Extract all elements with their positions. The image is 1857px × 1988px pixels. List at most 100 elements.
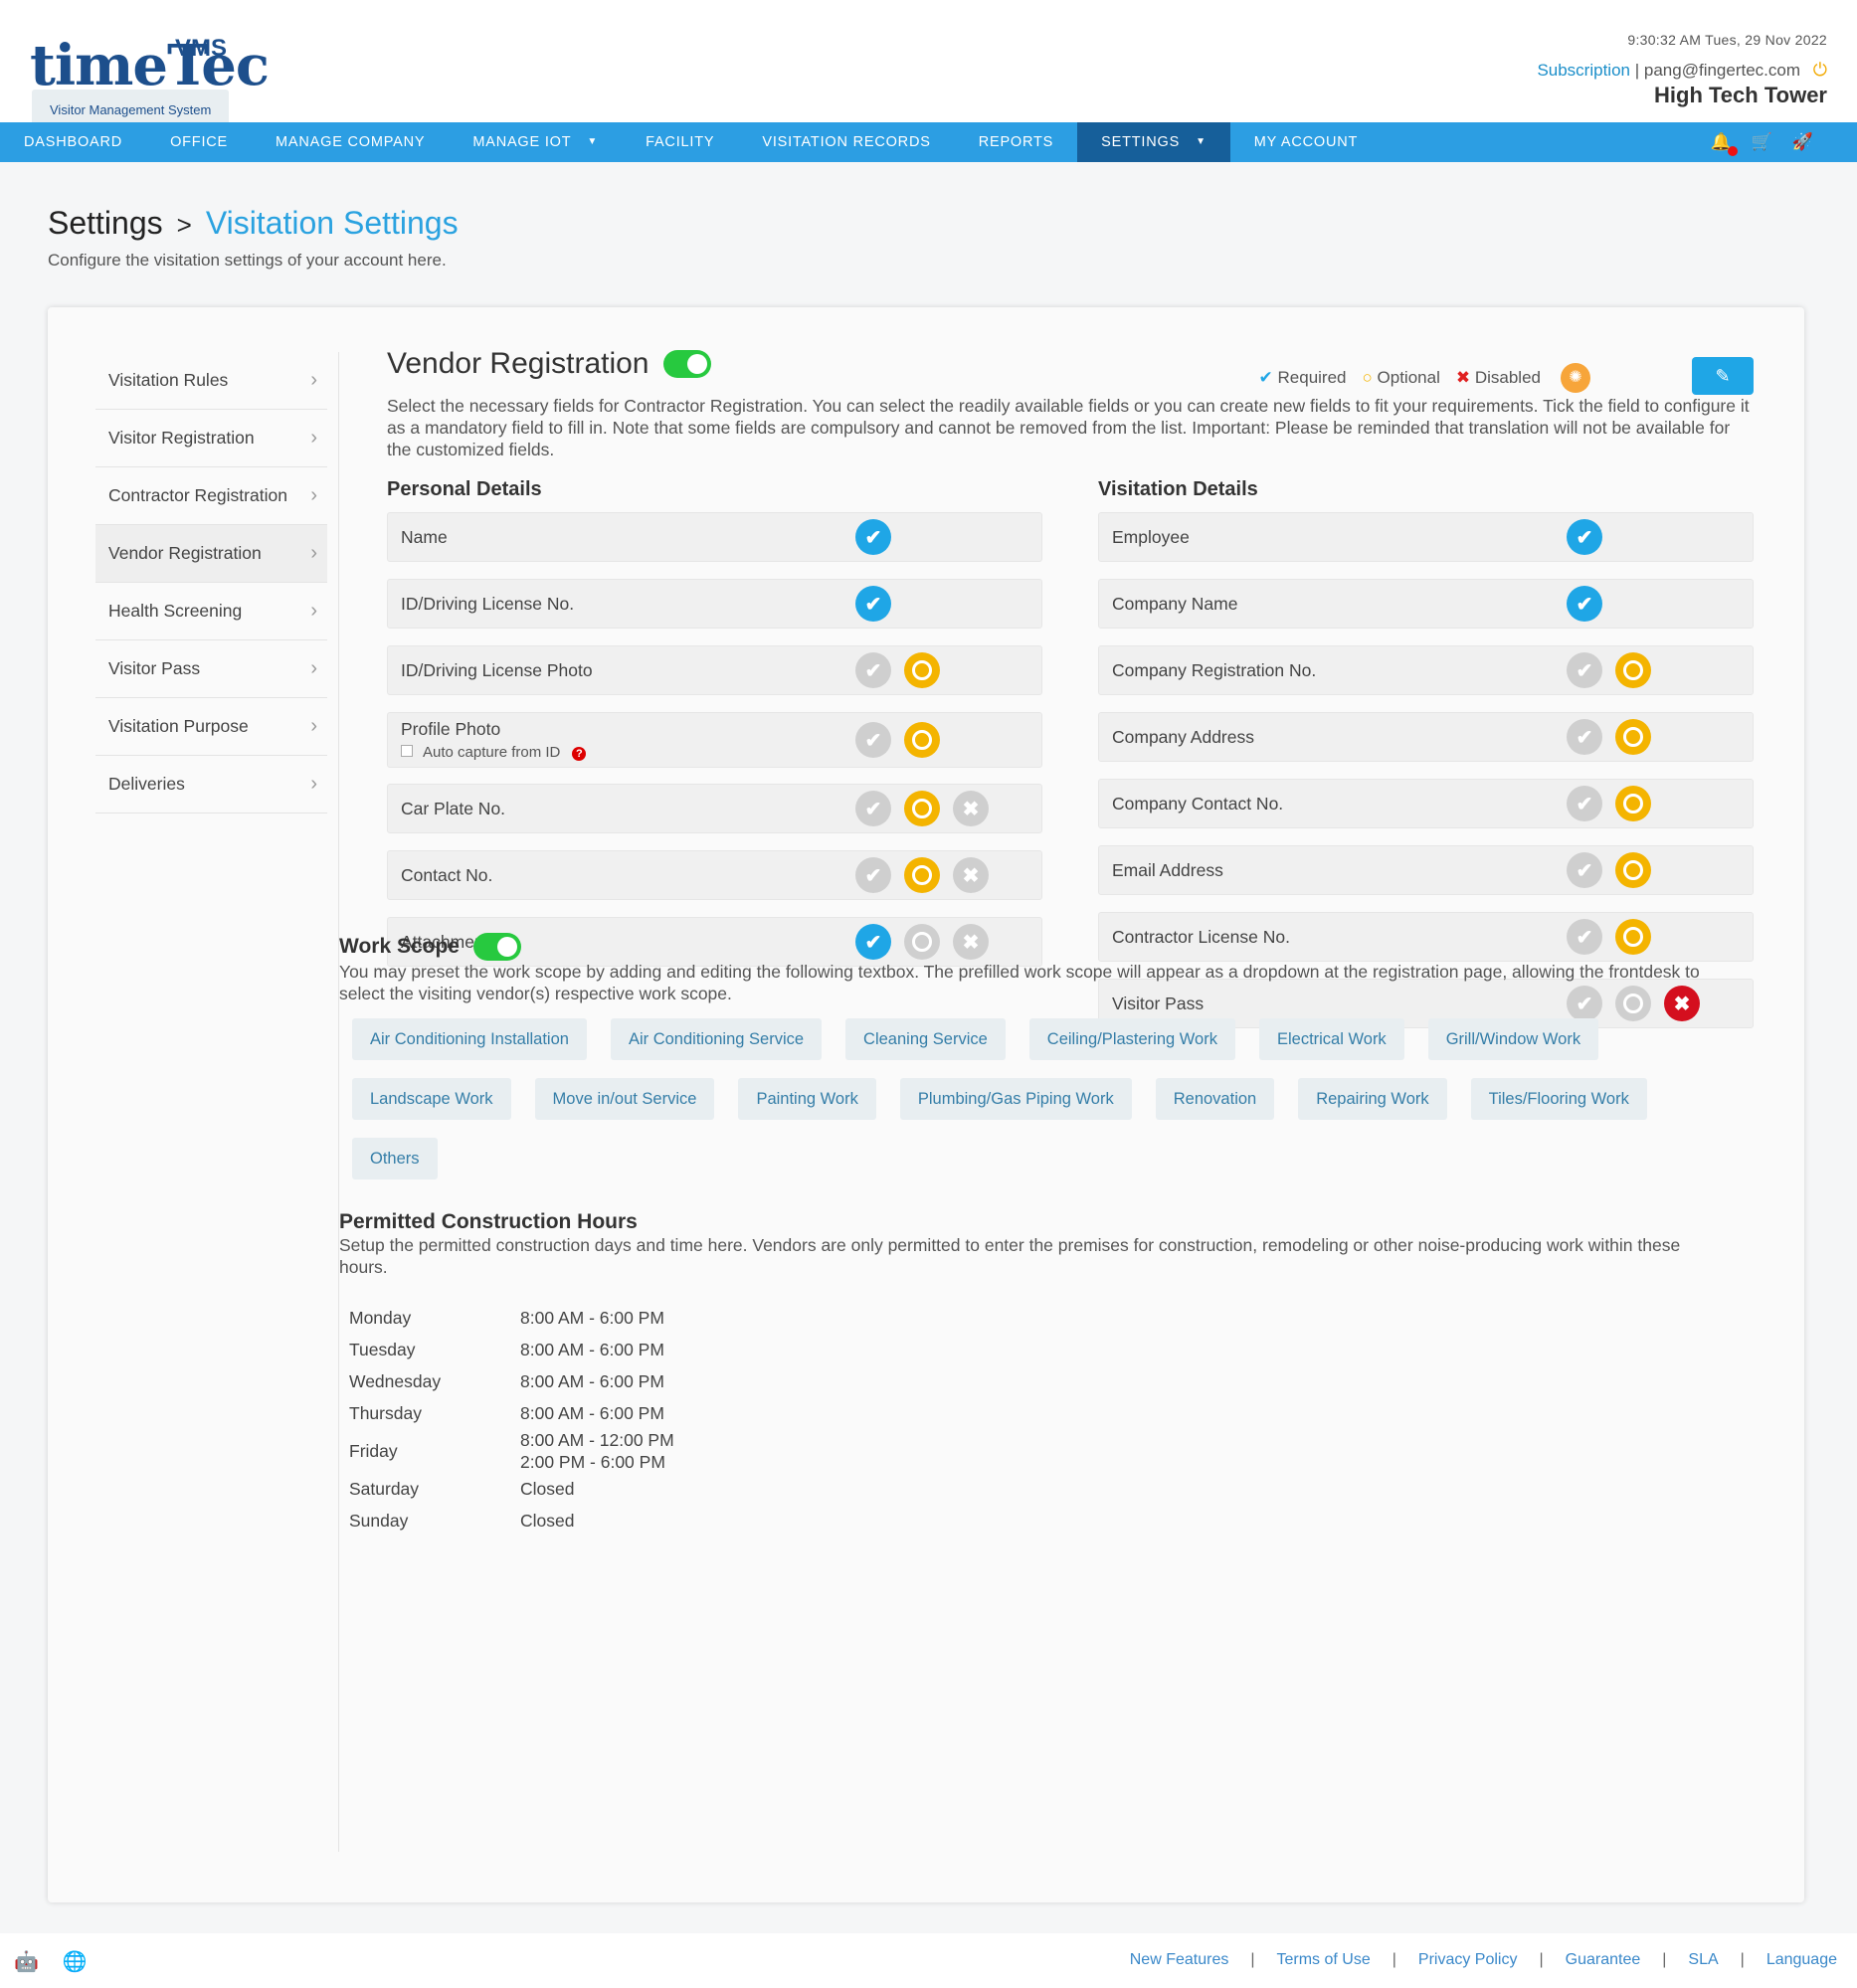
required-check-icon[interactable]: ✔ bbox=[1567, 786, 1602, 821]
nav-office[interactable]: OFFICE bbox=[170, 134, 229, 150]
lightbulb-icon[interactable]: ✺ bbox=[1561, 363, 1590, 393]
field-state-options: ✔ bbox=[1567, 919, 1651, 955]
optional-circle-icon[interactable] bbox=[904, 722, 940, 758]
required-check-icon[interactable]: ✔ bbox=[1567, 852, 1602, 888]
footer-links: New Features | Terms of Use | Privacy Policy… bbox=[1130, 1951, 1837, 1969]
vendor-registration-toggle[interactable] bbox=[662, 350, 711, 378]
required-check-icon[interactable]: ✔ bbox=[1567, 919, 1602, 955]
optional-circle-icon[interactable] bbox=[1615, 919, 1651, 955]
required-check-icon[interactable]: ✔ bbox=[855, 652, 891, 688]
section-description: Select the necessary fields for Contract… bbox=[387, 396, 1750, 459]
optional-circle-icon[interactable] bbox=[1615, 986, 1651, 1021]
required-check-icon[interactable]: ✔ bbox=[855, 791, 891, 826]
disabled-cross-icon[interactable]: ✖ bbox=[953, 924, 989, 960]
nav-dashboard[interactable]: DASHBOARD bbox=[24, 134, 123, 150]
disabled-cross-icon[interactable]: ✖ bbox=[1664, 986, 1700, 1021]
required-check-icon[interactable]: ✔ bbox=[1567, 986, 1602, 1021]
nav-manage-iot[interactable]: MANAGE IOT ▼ bbox=[449, 122, 622, 162]
work-scope-tag-move-in-out-service[interactable]: Move in/out Service bbox=[534, 1078, 715, 1120]
required-check-icon[interactable]: ✔ bbox=[1567, 586, 1602, 622]
optional-circle-icon[interactable] bbox=[904, 652, 940, 688]
work-scope-tag-repairing-work[interactable]: Repairing Work bbox=[1298, 1078, 1447, 1120]
work-scope-tag-plumbing-gas-piping-work[interactable]: Plumbing/Gas Piping Work bbox=[899, 1078, 1132, 1120]
field-state-options: ✔ bbox=[1567, 852, 1651, 888]
required-check-icon[interactable]: ✔ bbox=[1567, 652, 1602, 688]
sidebar-item-visitor-pass[interactable]: Visitor Pass › bbox=[95, 640, 327, 698]
nav-visitation-records[interactable]: VISITATION RECORDS bbox=[762, 134, 931, 150]
work-scope-tag-ceiling-plastering-work[interactable]: Ceiling/Plastering Work bbox=[1028, 1018, 1235, 1060]
sidebar-item-vendor-registration[interactable]: Vendor Registration › bbox=[95, 525, 327, 583]
edit-button[interactable]: ✎ bbox=[1692, 357, 1754, 395]
sidebar-item-health-screening[interactable]: Health Screening › bbox=[95, 583, 327, 640]
required-check-icon[interactable]: ✔ bbox=[855, 722, 891, 758]
nav-facility[interactable]: FACILITY bbox=[646, 134, 715, 150]
footer-link-sla[interactable]: SLA bbox=[1688, 1951, 1719, 1968]
rocket-icon[interactable]: 🚀 bbox=[1791, 132, 1813, 151]
globe-icon[interactable]: 🌐 bbox=[62, 1951, 88, 1973]
field-label-text: Attachment bbox=[401, 931, 489, 952]
optional-circle-icon[interactable] bbox=[1615, 719, 1651, 755]
help-icon[interactable]: ? bbox=[572, 747, 587, 761]
work-scope-tag-grill-window-work[interactable]: Grill/Window Work bbox=[1427, 1018, 1599, 1060]
required-check-icon[interactable]: ✔ bbox=[855, 857, 891, 893]
notification-icon[interactable]: 🔔 bbox=[1710, 132, 1738, 156]
field-label: Profile Photo Auto capture from ID? bbox=[401, 719, 587, 761]
nav-manage-company[interactable]: MANAGE COMPANY bbox=[276, 134, 426, 150]
android-icon[interactable]: 🤖 bbox=[14, 1951, 39, 1973]
work-scope-tag-renovation[interactable]: Renovation bbox=[1155, 1078, 1275, 1120]
optional-circle-icon[interactable] bbox=[904, 924, 940, 960]
field-state-options: ✔ bbox=[1567, 786, 1651, 821]
optional-circle-icon[interactable] bbox=[1615, 652, 1651, 688]
sidebar-item-deliveries[interactable]: Deliveries › bbox=[95, 756, 327, 813]
optional-circle-icon[interactable] bbox=[904, 791, 940, 826]
sidebar-item-contractor-registration[interactable]: Contractor Registration › bbox=[95, 467, 327, 525]
disabled-cross-icon[interactable]: ✖ bbox=[953, 857, 989, 893]
optional-circle-icon[interactable] bbox=[1615, 852, 1651, 888]
cart-icon[interactable]: 🛒 bbox=[1751, 132, 1772, 151]
hours-table: Monday 8:00 AM - 6:00 PM Tuesday 8:00 AM - … bbox=[349, 1302, 1706, 1536]
sidebar-item-visitation-rules[interactable]: Visitation Rules › bbox=[95, 352, 327, 410]
power-icon[interactable]: ⏻ bbox=[1812, 60, 1827, 80]
sidebar-item-visitor-registration[interactable]: Visitor Registration › bbox=[95, 410, 327, 467]
footer-separator: | bbox=[1740, 1951, 1745, 1968]
field-row-name: Name ✔ bbox=[387, 512, 1042, 562]
nav-reports[interactable]: REPORTS bbox=[978, 134, 1054, 150]
work-scope-toggle[interactable] bbox=[472, 933, 521, 961]
nav-settings[interactable]: SETTINGS ▼ bbox=[1077, 122, 1230, 162]
subscription-link[interactable]: Subscription bbox=[1537, 61, 1630, 80]
footer-link-guarantee[interactable]: Guarantee bbox=[1565, 1951, 1641, 1968]
work-scope-tag-landscape-work[interactable]: Landscape Work bbox=[352, 1078, 511, 1120]
nav-my-account[interactable]: MY ACCOUNT bbox=[1253, 134, 1359, 150]
work-scope-tag-cleaning-service[interactable]: Cleaning Service bbox=[845, 1018, 1006, 1060]
work-scope-tag-others[interactable]: Others bbox=[352, 1138, 438, 1179]
optional-circle-icon[interactable] bbox=[904, 857, 940, 893]
field-row-contractor-license-no: Contractor License No. ✔ bbox=[1098, 912, 1754, 962]
field-label: Contractor License No. bbox=[1112, 927, 1290, 948]
required-check-icon[interactable]: ✔ bbox=[855, 519, 891, 555]
field-legend: ✔ Required ○ Optional ✖ Disabled ✺ bbox=[1259, 363, 1590, 393]
footer-link-language[interactable]: Language bbox=[1765, 1951, 1837, 1968]
required-check-icon[interactable]: ✔ bbox=[855, 924, 891, 960]
field-label: Company Contact No. bbox=[1112, 794, 1283, 814]
required-check-icon[interactable]: ✔ bbox=[1567, 519, 1602, 555]
footer-link-new-features[interactable]: New Features bbox=[1129, 1951, 1229, 1968]
footer-separator: | bbox=[1539, 1951, 1544, 1968]
work-scope-tag-painting-work[interactable]: Painting Work bbox=[738, 1078, 876, 1120]
settings-sidebar: Visitation Rules › Visitor Registration › … bbox=[95, 352, 327, 813]
work-scope-tag-electrical-work[interactable]: Electrical Work bbox=[1258, 1018, 1404, 1060]
work-scope-tag-tiles-flooring-work[interactable]: Tiles/Flooring Work bbox=[1470, 1078, 1647, 1120]
auto-capture-checkbox[interactable] bbox=[401, 745, 413, 757]
footer-link-terms-of-use[interactable]: Terms of Use bbox=[1276, 1951, 1371, 1968]
required-check-icon[interactable]: ✔ bbox=[855, 586, 891, 622]
hours-time-range: Closed bbox=[520, 1511, 575, 1531]
footer-link-privacy-policy[interactable]: Privacy Policy bbox=[1417, 1951, 1518, 1968]
disabled-cross-icon[interactable]: ✖ bbox=[953, 791, 989, 826]
work-scope-tag-air-conditioning-service[interactable]: Air Conditioning Service bbox=[610, 1018, 823, 1060]
optional-circle-icon[interactable] bbox=[1615, 786, 1651, 821]
required-check-icon[interactable]: ✔ bbox=[1567, 719, 1602, 755]
timetec-logo[interactable]: timeTec VMS Visitor Management System bbox=[30, 30, 270, 131]
hours-row-saturday: Saturday Closed bbox=[349, 1473, 1706, 1505]
sidebar-item-visitation-purpose[interactable]: Visitation Purpose › bbox=[95, 698, 327, 756]
breadcrumb-root[interactable]: Settings bbox=[48, 205, 163, 241]
work-scope-tag-air-conditioning-installation[interactable]: Air Conditioning Installation bbox=[352, 1018, 587, 1060]
